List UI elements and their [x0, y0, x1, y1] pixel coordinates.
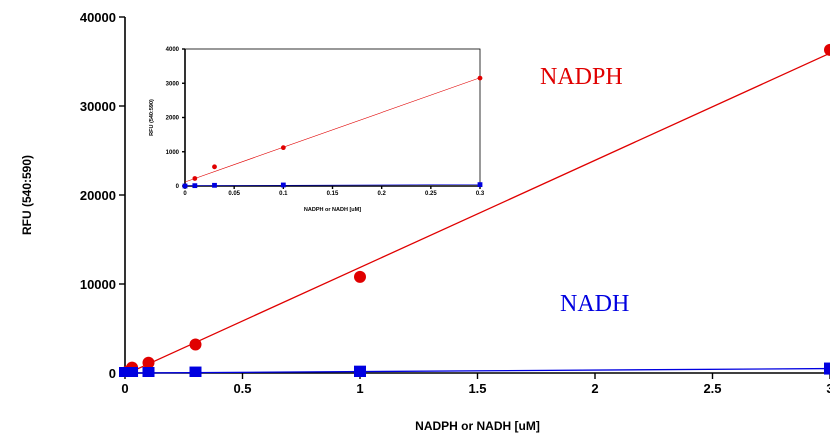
inset-x-tick-label: 0.05: [228, 191, 240, 197]
main-y-axis-title: RFU (540:590): [20, 155, 34, 235]
inset-nadph-point: [280, 145, 286, 151]
inset-x-axis-title: NADPH or NADH [uM]: [304, 207, 361, 213]
main-nadh-point: [189, 366, 202, 377]
inset-nadh-point: [212, 182, 217, 188]
nadh-series-label: NADH: [560, 291, 629, 317]
main-y-tick-label: 30000: [80, 99, 116, 114]
inset-nadph-point: [477, 75, 483, 81]
inset-plot-area: [182, 75, 483, 189]
main-y-tick-label: 20000: [80, 188, 116, 203]
main-y-tick-label: 0: [109, 366, 116, 381]
main-nadh-point: [824, 362, 830, 375]
inset-y-tick-label: 1000: [166, 150, 180, 156]
main-nadh-point: [354, 365, 366, 377]
main-x-tick-label: 3: [826, 381, 830, 396]
inset-y-tick-label: 2000: [166, 116, 180, 122]
main-x-tick-label: 2: [591, 381, 598, 396]
inset-nadph-fit-line: [184, 77, 481, 183]
inset-x-tick-label: 0.1: [279, 191, 288, 197]
inset-y-tick-label: 3000: [166, 81, 180, 87]
main-nadph-point: [354, 270, 366, 283]
inset-x-tick-label: 0: [183, 191, 187, 197]
inset-nadph-point: [192, 176, 198, 181]
main-x-tick-label: 0.5: [233, 381, 251, 396]
main-nadh-fit-line: [124, 367, 830, 374]
inset-nadh-fit-line: [184, 184, 481, 186]
inset-chart: 0 0.05 0.1 0.15 0.2 0.25 0.3 0 1000 2000 3000 4000 N…: [149, 47, 485, 213]
main-nadph-point: [824, 43, 830, 56]
inset-y-tick-label: 4000: [166, 47, 180, 53]
main-x-tick-label: 2.5: [703, 381, 721, 396]
main-x-tick-label: 1.5: [468, 381, 486, 396]
inset-x-tick-label: 0.15: [327, 191, 339, 197]
main-plot-area: [119, 43, 830, 377]
inset-x-tick-label: 0.25: [425, 191, 437, 197]
main-x-tick-label: 0: [121, 381, 128, 396]
main-nadh-point: [142, 367, 155, 377]
main-y-tick-label: 10000: [80, 277, 116, 292]
main-chart: 00.511.522.53010000200003000040000NADPH …: [20, 10, 830, 433]
inset-nadh-point: [192, 183, 198, 189]
main-nadh-point: [126, 367, 139, 377]
main-x-axis-title: NADPH or NADH [uM]: [415, 419, 540, 433]
main-nadph-fit-line: [124, 52, 830, 376]
inset-y-axis-title: RFU (540:590): [149, 99, 155, 136]
main-nadph-point: [142, 356, 155, 369]
inset-plot-frame: [184, 48, 481, 187]
nadph-series-label: NADPH: [540, 64, 623, 90]
main-x-tick-label: 1: [356, 381, 363, 396]
main-y-tick-label: 40000: [80, 10, 116, 25]
inset-y-tick-label: 0: [176, 184, 180, 190]
inset-nadh-point: [280, 182, 286, 188]
inset-x-tick-label: 0.3: [476, 191, 485, 197]
inset-nadh-point: [182, 183, 188, 189]
inset-nadph-point: [212, 164, 217, 170]
main-nadph-point: [189, 338, 202, 351]
inset-nadh-point: [477, 182, 483, 188]
inset-x-tick-label: 0.2: [377, 191, 386, 197]
